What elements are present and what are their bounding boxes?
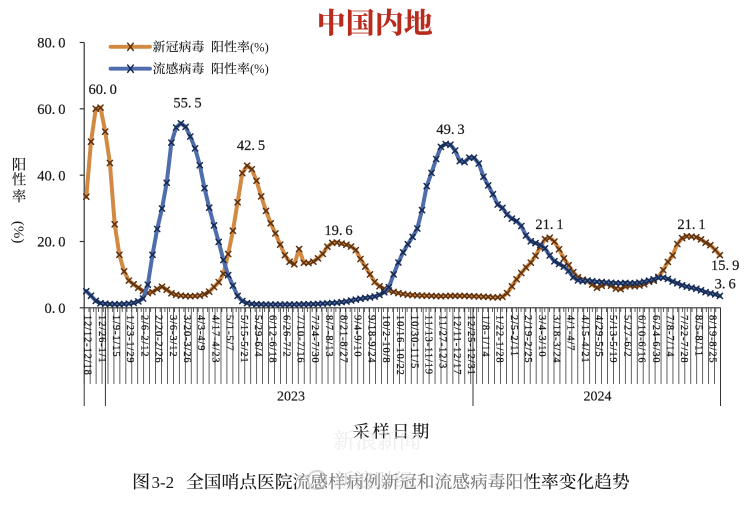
svg-text:2/5-2/11: 2/5-2/11 xyxy=(508,315,519,357)
svg-text:4/17-4/23: 4/17-4/23 xyxy=(209,315,220,364)
svg-text:3/4-3/10: 3/4-3/10 xyxy=(536,315,547,357)
svg-text:49. 3: 49. 3 xyxy=(436,122,464,138)
svg-text:3/6-3/12: 3/6-3/12 xyxy=(167,315,178,357)
svg-text:60. 0: 60. 0 xyxy=(37,102,65,118)
svg-text:12/26-1/1: 12/26-1/1 xyxy=(96,315,107,364)
svg-text:7/10-7/16: 7/10-7/16 xyxy=(295,315,306,364)
svg-text:7/8-7/14: 7/8-7/14 xyxy=(664,315,675,357)
svg-text:15. 9: 15. 9 xyxy=(711,258,739,274)
svg-text:21. 1: 21. 1 xyxy=(535,217,563,233)
svg-text:(%): (%) xyxy=(250,40,269,54)
svg-text:2/19-2/25: 2/19-2/25 xyxy=(522,315,533,364)
svg-text:11/13-11/19: 11/13-11/19 xyxy=(423,315,434,375)
svg-text:42. 5: 42. 5 xyxy=(237,138,265,154)
svg-text:5/29-6/4: 5/29-6/4 xyxy=(252,315,263,357)
svg-text:(%): (%) xyxy=(250,62,269,76)
svg-text:12/25-12/31: 12/25-12/31 xyxy=(465,315,476,376)
svg-text:1/23-1/29: 1/23-1/29 xyxy=(124,315,135,364)
svg-text:9/4-9/10: 9/4-9/10 xyxy=(352,315,363,357)
svg-text:(%): (%) xyxy=(10,221,26,244)
svg-text:8/21-8/27: 8/21-8/27 xyxy=(337,315,348,364)
svg-text:5/27-6/2: 5/27-6/2 xyxy=(621,315,632,357)
svg-text:7/22-7/28: 7/22-7/28 xyxy=(678,315,689,364)
svg-text:3/20-3/26: 3/20-3/26 xyxy=(181,315,192,364)
svg-text:8/5-8/11: 8/5-8/11 xyxy=(692,315,703,357)
svg-text:10/2-10/8: 10/2-10/8 xyxy=(380,315,391,364)
svg-text:7/24-7/30: 7/24-7/30 xyxy=(309,315,320,364)
svg-text:12/12-12/18: 12/12-12/18 xyxy=(82,315,93,376)
svg-text:80. 0: 80. 0 xyxy=(37,36,65,52)
svg-text:10/30-11/5: 10/30-11/5 xyxy=(408,315,419,369)
svg-text:1/9-1/15: 1/9-1/15 xyxy=(110,315,121,357)
svg-text:20. 0: 20. 0 xyxy=(37,235,65,251)
svg-text:2023: 2023 xyxy=(277,390,305,405)
svg-text:6/10-6/16: 6/10-6/16 xyxy=(636,315,647,364)
svg-text:40. 0: 40. 0 xyxy=(37,168,65,184)
svg-text:8/19-8/25: 8/19-8/25 xyxy=(707,315,718,364)
svg-text:1/8-1/14: 1/8-1/14 xyxy=(479,315,490,357)
svg-text:2024: 2024 xyxy=(584,390,612,405)
svg-text:4/3-4/9: 4/3-4/9 xyxy=(195,315,206,351)
svg-text:4/29-5/5: 4/29-5/5 xyxy=(593,315,604,357)
svg-text:6/12-6/18: 6/12-6/18 xyxy=(266,315,277,364)
svg-text:3-2: 3-2 xyxy=(152,473,175,492)
svg-text:2/6-2/12: 2/6-2/12 xyxy=(138,315,149,357)
svg-text:5/1-5/7: 5/1-5/7 xyxy=(224,315,235,351)
svg-text:6/26-7/2: 6/26-7/2 xyxy=(280,315,291,357)
svg-text:12/11-12/17: 12/11-12/17 xyxy=(451,315,462,375)
svg-text:60. 0: 60. 0 xyxy=(89,82,117,98)
svg-text:4/1-4/7: 4/1-4/7 xyxy=(565,315,576,351)
svg-text:11/27-12/3: 11/27-12/3 xyxy=(437,315,448,369)
svg-text:2/20-2/26: 2/20-2/26 xyxy=(153,315,164,364)
svg-text:5/15-5/21: 5/15-5/21 xyxy=(238,315,249,364)
svg-text:21. 1: 21. 1 xyxy=(677,217,705,233)
svg-text:55. 5: 55. 5 xyxy=(173,95,201,111)
svg-text:6/24-6/30: 6/24-6/30 xyxy=(650,315,661,364)
svg-text:3. 6: 3. 6 xyxy=(715,277,736,293)
svg-text:1/22-1/28: 1/22-1/28 xyxy=(494,315,505,364)
svg-text:10/16-10/22: 10/16-10/22 xyxy=(394,315,405,376)
svg-text:0. 0: 0. 0 xyxy=(44,301,65,317)
svg-text:3/18-3/24: 3/18-3/24 xyxy=(550,315,561,364)
svg-text:4/15-4/21: 4/15-4/21 xyxy=(579,315,590,364)
svg-text:5/13-5/19: 5/13-5/19 xyxy=(607,315,618,364)
svg-text:8/7-8/13: 8/7-8/13 xyxy=(323,315,334,357)
svg-text:9/18-9/24: 9/18-9/24 xyxy=(366,315,377,364)
svg-text:19. 6: 19. 6 xyxy=(324,223,352,239)
